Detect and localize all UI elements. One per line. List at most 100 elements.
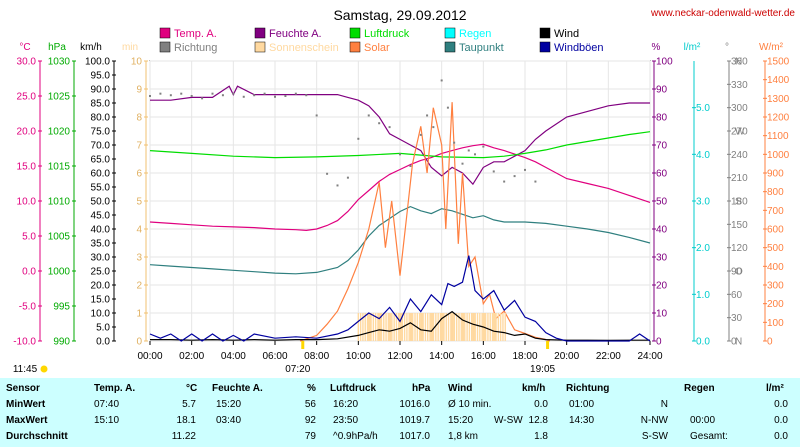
tick-sun: 6 (136, 169, 142, 180)
direction-point (294, 92, 297, 95)
sunrise-time: 07:20 (285, 364, 310, 375)
tick-rain: 5.0 (696, 103, 710, 114)
summary-wind-d: W-SW (494, 415, 523, 426)
right-axes: 10090807060504030201005.04.03.02.01.00.0… (652, 57, 790, 348)
axis-unit-wind: km/h (80, 42, 102, 53)
direction-point (315, 114, 318, 117)
x-tick: 08:00 (304, 351, 329, 362)
legend-label: Luftdruck (364, 28, 410, 40)
tick-wind: 35.0 (91, 239, 111, 250)
legend: Temp. A. Richtung Feuchte A. Sonnenschein Lu… (159, 27, 604, 54)
axis-unit-humidity: % (652, 42, 661, 53)
tick-pressure: 995 (53, 302, 70, 313)
dir-label: O (735, 267, 743, 278)
sunset-marker (546, 341, 550, 349)
direction-point (357, 137, 360, 140)
legend-swatch (444, 41, 456, 53)
weather-chart: Samstag, 29.09.2012 www.neckar-odenwald-… (13, 7, 796, 375)
hdr-pres-unit: hPa (412, 383, 431, 394)
tick-rain: 3.0 (696, 197, 710, 208)
tick-wind: 25.0 (91, 267, 111, 278)
legend-label: Taupunkt (459, 42, 504, 54)
series-layer (149, 79, 651, 342)
tick-direction: 270 (731, 127, 748, 138)
summary-rain-v: 0.0 (774, 431, 788, 442)
summary-wind-t: Ø 10 min. (448, 399, 492, 410)
summary-temp-v: 18.1 (176, 415, 196, 426)
legend-swatch (539, 41, 551, 53)
summary-dir-t: 14:30 (569, 415, 595, 426)
tick-direction: 60 (731, 290, 743, 301)
direction-point (440, 79, 443, 82)
tick-humidity: 100 (656, 57, 673, 68)
summary-label: Durchschnitt (6, 431, 68, 442)
tick-temp: 0.0 (22, 267, 36, 278)
tick-humidity: 60 (656, 169, 668, 180)
tick-temp: 5.0 (22, 232, 36, 243)
direction-point (378, 122, 381, 125)
direction-point (399, 153, 401, 156)
tick-wind: 70.0 (91, 141, 111, 152)
left-axes: 30.025.020.015.010.05.00.0-5.0-10.010301… (13, 57, 148, 348)
summary-wind-t: 1,8 km (448, 431, 479, 442)
summary-pres-v: 1019.7 (399, 415, 430, 426)
legend-swatch (444, 27, 456, 39)
tick-wind: 65.0 (91, 155, 111, 166)
hdr-sensor: Sensor (6, 383, 40, 394)
summary-hum-v: 79 (304, 431, 316, 442)
tick-wind: 5.0 (96, 323, 110, 334)
tick-wind: 20.0 (91, 281, 111, 292)
dir-label: W (735, 127, 745, 138)
tick-pressure: 1015 (48, 162, 71, 173)
site-url[interactable]: www.neckar-odenwald-wetter.de (650, 8, 795, 19)
summary-dir-v: N-NW (640, 415, 668, 426)
summary-dir-v: N (660, 399, 668, 410)
tick-wind: 60.0 (91, 169, 111, 180)
axis-unit-sun: min (122, 42, 138, 53)
tick-sun: 9 (136, 85, 142, 96)
summary-temp-v: 5.7 (182, 399, 196, 410)
legend-label: Regen (459, 28, 491, 40)
direction-point (201, 97, 204, 100)
tick-sun: 8 (136, 113, 142, 124)
tick-direction: 180 (731, 197, 748, 208)
direction-point (159, 92, 162, 95)
tick-solar: 1400 (767, 75, 790, 86)
tick-direction: 150 (731, 220, 748, 231)
hdr-hum: Feuchte A. (212, 383, 263, 394)
direction-point (305, 94, 308, 97)
tick-solar: 1300 (767, 94, 790, 105)
tick-pressure: 1010 (48, 197, 71, 208)
tick-temp: -10.0 (13, 337, 36, 348)
dir-label: N (735, 337, 742, 348)
legend-swatch (159, 27, 171, 39)
x-tick: 24:00 (637, 351, 662, 362)
axis-headers: °C hPa km/h min% l/m² ° W/m² (19, 42, 783, 53)
tick-direction: 120 (731, 243, 748, 254)
tick-wind: 50.0 (91, 197, 111, 208)
summary-wind-v: 1.8 (534, 431, 548, 442)
hdr-temp: Temp. A. (94, 383, 136, 394)
tick-solar: 200 (767, 299, 784, 310)
summary-rain-t: Gesamt: (690, 431, 728, 442)
tick-pressure: 1020 (48, 127, 71, 138)
direction-point (367, 114, 370, 117)
axis-unit-solar: W/m² (759, 42, 784, 53)
tick-direction: 0 (731, 337, 737, 348)
tick-temp: 30.0 (17, 57, 37, 68)
tick-solar: 100 (767, 318, 784, 329)
tick-humidity: 0 (656, 337, 662, 348)
tick-wind: 45.0 (91, 211, 111, 222)
axis-unit-temp: °C (19, 42, 30, 53)
direction-point (467, 149, 470, 152)
series-line-taupunkt (149, 205, 651, 275)
x-tick: 14:00 (429, 351, 454, 362)
tick-direction: 240 (731, 150, 748, 161)
tick-solar: 1200 (767, 113, 790, 124)
direction-point (492, 170, 495, 173)
series-line-windb-en (149, 255, 651, 342)
axis-unit-pressure: hPa (48, 42, 66, 53)
tick-pressure: 990 (53, 337, 70, 348)
sun-markers: 07:20 19:05 11:45 (13, 341, 556, 375)
legend-label: Sonnenschein (269, 42, 339, 54)
